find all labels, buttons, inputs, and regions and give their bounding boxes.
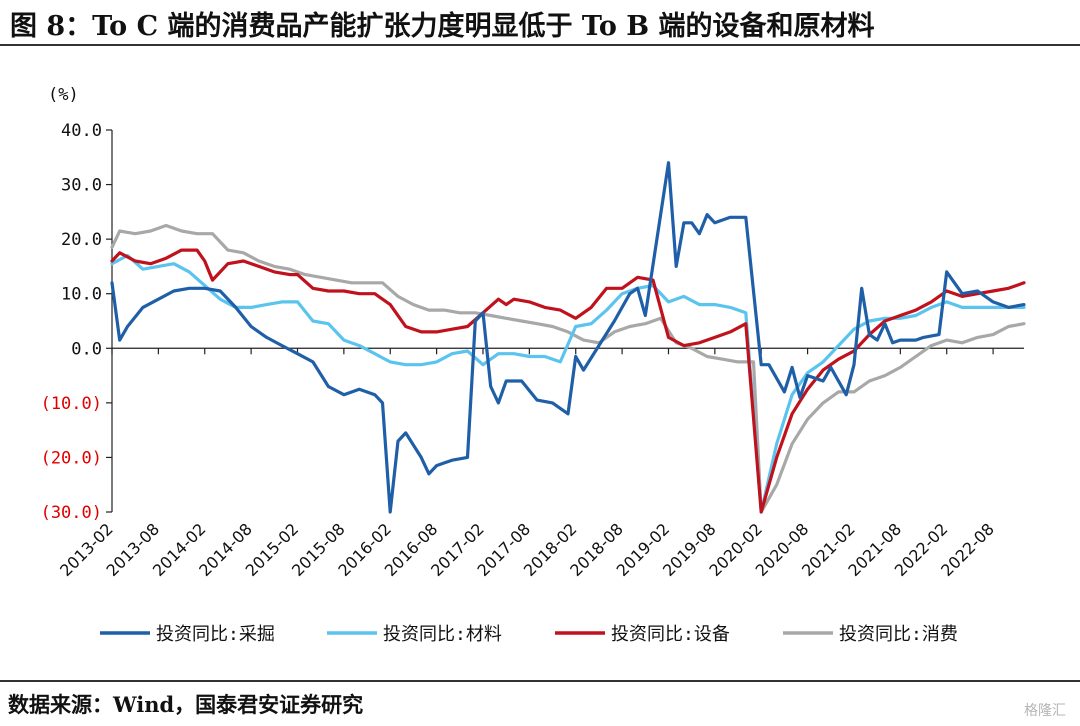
y-tick-label: 0.0 [71, 339, 102, 359]
chart-legend: 投资同比:采掘 投资同比:材料 投资同比:设备 投资同比:消费 [100, 624, 958, 645]
legend-label-3: 投资同比:消费 [839, 624, 958, 645]
line-chart: (%) 40.0 30.0 20.0 10.0 0.0 (10.0) (20.0) (30.0)… [41, 85, 1026, 645]
y-tick-label: 30.0 [61, 176, 102, 196]
legend-label-1: 投资同比:材料 [383, 624, 502, 645]
legend-label-0: 投资同比:采掘 [156, 624, 275, 645]
chart-axes: (%) 40.0 30.0 20.0 10.0 0.0 (10.0) (20.0) (30.0)… [41, 85, 1024, 580]
series-line-2 [110, 248, 1026, 514]
y-unit-label: (%) [48, 85, 79, 105]
source-divider [0, 680, 1080, 682]
watermark: 格隆汇 [1024, 703, 1066, 719]
series-line-0 [110, 161, 1026, 514]
source-note: 数据来源：Wind，国泰君安证券研究 [8, 692, 364, 717]
y-tick-label: 10.0 [61, 285, 102, 305]
chart-series [110, 161, 1026, 514]
y-tick-label: (10.0) [41, 394, 102, 414]
y-tick-label: 40.0 [61, 121, 102, 141]
y-tick-label: 20.0 [61, 230, 102, 250]
title-divider [0, 44, 1080, 46]
series-line-3 [110, 223, 1026, 514]
chart-title: 图 8：To C 端的消费品产能扩张力度明显低于 To B 端的设备和原材料 [10, 11, 875, 42]
y-tick-label: (30.0) [41, 503, 102, 523]
series-line-1 [110, 253, 1026, 514]
legend-label-2: 投资同比:设备 [611, 624, 730, 645]
y-tick-label: (20.0) [41, 448, 102, 468]
